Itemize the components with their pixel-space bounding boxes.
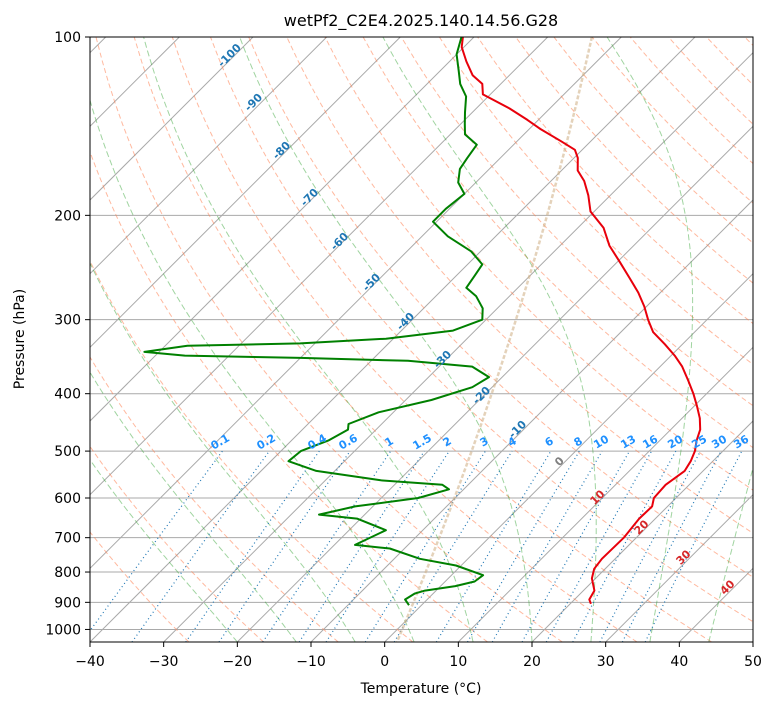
y-axis-ticks: 100 200 300 400 500 600 700 800 900 1000 <box>45 30 90 638</box>
dewpoint-profile-line <box>143 37 490 606</box>
mixing-ratio-line <box>262 450 392 642</box>
isotherm-line <box>90 37 401 349</box>
temperature-profile-line <box>460 37 702 605</box>
y-tick-label: 700 <box>54 531 81 547</box>
isotherm-line <box>90 37 549 496</box>
mixing-ratio-line <box>491 450 603 642</box>
isotherm-line <box>605 493 753 642</box>
isotherm-line <box>90 37 696 642</box>
x-tick-label: −40 <box>75 654 105 670</box>
mixing-ratio-line <box>325 450 450 642</box>
x-tick-label: 20 <box>523 654 541 670</box>
x-tick-label: 0 <box>380 654 389 670</box>
dry-adiabat-line <box>515 37 753 284</box>
x-tick-label: 10 <box>449 654 467 670</box>
mixing-ratio-line <box>90 450 223 632</box>
mixing-ratio-line <box>572 450 677 642</box>
isotherm-line <box>457 346 753 642</box>
y-tick-label: 1000 <box>45 622 81 638</box>
isotherm-line <box>384 272 753 642</box>
y-tick-label: 100 <box>54 30 81 46</box>
isotherm-line <box>236 125 753 642</box>
x-tick-label: 40 <box>670 654 688 670</box>
y-tick-label: 900 <box>54 595 81 611</box>
x-tick-label: 30 <box>597 654 615 670</box>
moist-adiabat-line <box>90 261 356 642</box>
isotherm-line <box>90 37 622 570</box>
x-tick-label: 50 <box>744 654 762 670</box>
x-tick-label: −20 <box>223 654 253 670</box>
y-axis-title: Pressure (hPa) <box>12 289 28 389</box>
y-tick-label: 500 <box>54 444 81 460</box>
moist-adiabat-line <box>143 37 474 642</box>
isotherm-line <box>163 51 753 642</box>
dry-adiabat-line <box>95 37 563 642</box>
moist-adiabat-line <box>90 458 238 642</box>
parcel-reference-line <box>395 37 594 642</box>
chart-title: wetPf2_C2E4.2025.140.14.56.G28 <box>284 11 558 31</box>
x-axis-ticks: −40 −30 −20 −10 0 10 20 30 40 50 <box>75 642 762 670</box>
dry-adiabat-line <box>400 37 753 407</box>
mixing-ratio-line <box>644 450 743 642</box>
mixing-ratio-line <box>185 450 320 642</box>
dry-adiabat-line <box>171 37 712 642</box>
data-series <box>143 37 702 606</box>
dry-adiabat-line <box>438 37 753 366</box>
moist-adiabat-line <box>239 37 533 642</box>
moist-adiabat-line <box>90 98 415 642</box>
isotherm-line <box>90 37 254 201</box>
dry-adiabat-line <box>90 150 488 642</box>
mixing-ratio-line <box>466 450 580 642</box>
mixing-ratio-line <box>435 450 552 642</box>
mixing-ratio-line <box>131 450 270 642</box>
dry-adiabat-line <box>133 37 638 642</box>
isotherm-line <box>531 420 753 642</box>
dry-adiabat-line <box>248 37 753 578</box>
dry-adiabat-line <box>90 531 190 642</box>
moist-adiabat-line <box>382 37 597 642</box>
moist-adiabat-line <box>90 371 297 642</box>
mixing-ratio-line <box>621 450 722 642</box>
dry-adiabat-line <box>210 37 753 623</box>
x-tick-label: −10 <box>296 654 326 670</box>
moist-adiabat-line <box>606 37 694 642</box>
y-tick-label: 400 <box>54 387 81 403</box>
dry-adiabat-line <box>90 259 414 642</box>
y-tick-label: 800 <box>54 565 81 581</box>
dry-adiabat-line <box>90 356 339 642</box>
x-axis-title: Temperature (°C) <box>360 681 482 697</box>
dry-adiabat-line <box>324 37 753 491</box>
x-tick-label: −30 <box>149 654 179 670</box>
background-lines <box>90 37 753 642</box>
y-tick-label: 200 <box>54 208 81 224</box>
isotherm-line <box>90 37 475 422</box>
isotherm-line <box>90 37 328 275</box>
dry-adiabat-line <box>90 445 264 642</box>
y-tick-label: 600 <box>54 491 81 507</box>
y-tick-label: 300 <box>54 313 81 329</box>
plot-frame <box>89 36 754 643</box>
